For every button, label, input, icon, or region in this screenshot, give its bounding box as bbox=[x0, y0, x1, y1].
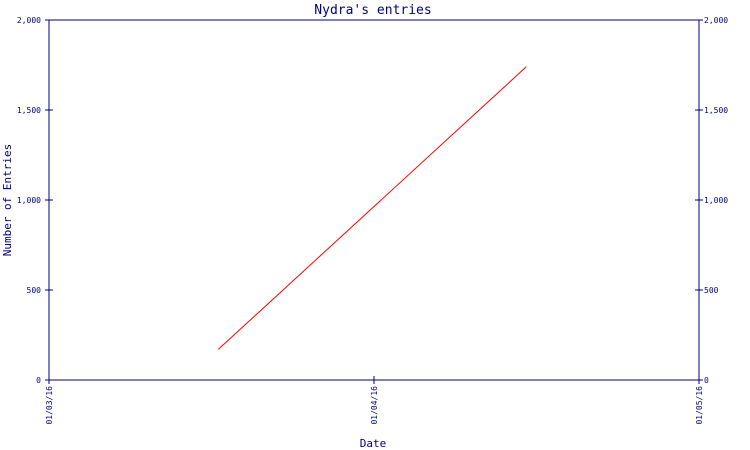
y-tick-label-left: 1,500 bbox=[17, 106, 41, 115]
y-tick-label-right: 500 bbox=[704, 286, 719, 295]
y-tick-label-right: 1,500 bbox=[704, 106, 728, 115]
y-tick-label-left: 1,000 bbox=[17, 196, 41, 205]
x-axis: 01/03/16 01/04/16 01/05/16 bbox=[45, 376, 704, 425]
y-axis-left: 0 500 1,000 1,500 2,000 bbox=[17, 16, 53, 385]
y-tick-label-left: 2,000 bbox=[17, 16, 41, 25]
x-tick-label: 01/04/16 bbox=[370, 386, 379, 425]
y-tick-label-right: 1,000 bbox=[704, 196, 728, 205]
x-axis-label: Date bbox=[360, 437, 387, 450]
y-axis-label: Number of Entries bbox=[1, 144, 14, 257]
y-axis-right: 0 500 1,000 1,500 2,000 bbox=[695, 16, 728, 385]
series-layer bbox=[217, 66, 527, 350]
series-line bbox=[217, 66, 527, 350]
y-tick-label-right: 0 bbox=[704, 376, 709, 385]
y-tick-label-right: 2,000 bbox=[704, 16, 728, 25]
y-tick-label-left: 0 bbox=[36, 376, 41, 385]
y-tick-label-left: 500 bbox=[27, 286, 42, 295]
x-tick-label: 01/05/16 bbox=[695, 386, 704, 425]
chart-title: Nydra's entries bbox=[314, 3, 431, 18]
x-tick-label: 01/03/16 bbox=[45, 386, 54, 425]
plot-area-frame bbox=[48, 19, 700, 381]
